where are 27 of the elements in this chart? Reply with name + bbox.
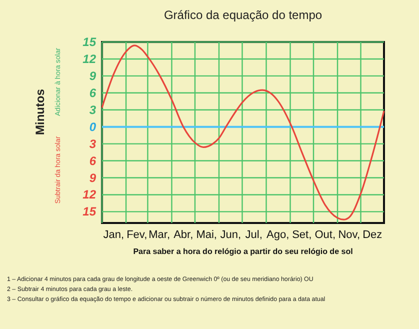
x-tick-label: Jun, — [220, 229, 242, 241]
x-tick-label: Abr, — [174, 229, 194, 241]
y-tick-label: 15 — [82, 204, 96, 219]
y-axis-title: Minutos — [33, 88, 47, 135]
y-tick-label: 15 — [82, 35, 96, 49]
y-tick-label: 6 — [89, 86, 96, 100]
y-tick-label: 9 — [89, 170, 96, 185]
chart-title: Gráfico da equação do tempo — [164, 8, 322, 22]
x-tick-label: Out, — [314, 229, 336, 241]
x-tick-label: Jan, — [103, 229, 124, 241]
y-tick-label: 3 — [89, 102, 96, 117]
x-tick-label: Nov, — [338, 229, 360, 241]
x-tick-label: Fev, — [126, 229, 148, 241]
x-tick-label: Dez — [362, 229, 382, 241]
x-tick-label: Ago, — [266, 229, 290, 241]
y-tick-label: 12 — [82, 52, 96, 66]
y-tick-label: 12 — [82, 188, 96, 202]
y-tick-label: 9 — [89, 68, 96, 83]
y-tick-label: 0 — [89, 120, 96, 134]
x-tick-label: Jul, — [245, 229, 262, 241]
x-tick-label: Mar, — [148, 229, 170, 241]
x-axis-title: Para saber a hora do relógio a partir do seu relógio de sol — [133, 247, 353, 256]
y-tick-label: 3 — [89, 136, 96, 151]
line-series — [101, 44, 385, 220]
x-tick-label: Set, — [292, 229, 312, 241]
x-tick-label: Mai, — [196, 229, 217, 241]
y-tick-label: 6 — [89, 154, 96, 168]
